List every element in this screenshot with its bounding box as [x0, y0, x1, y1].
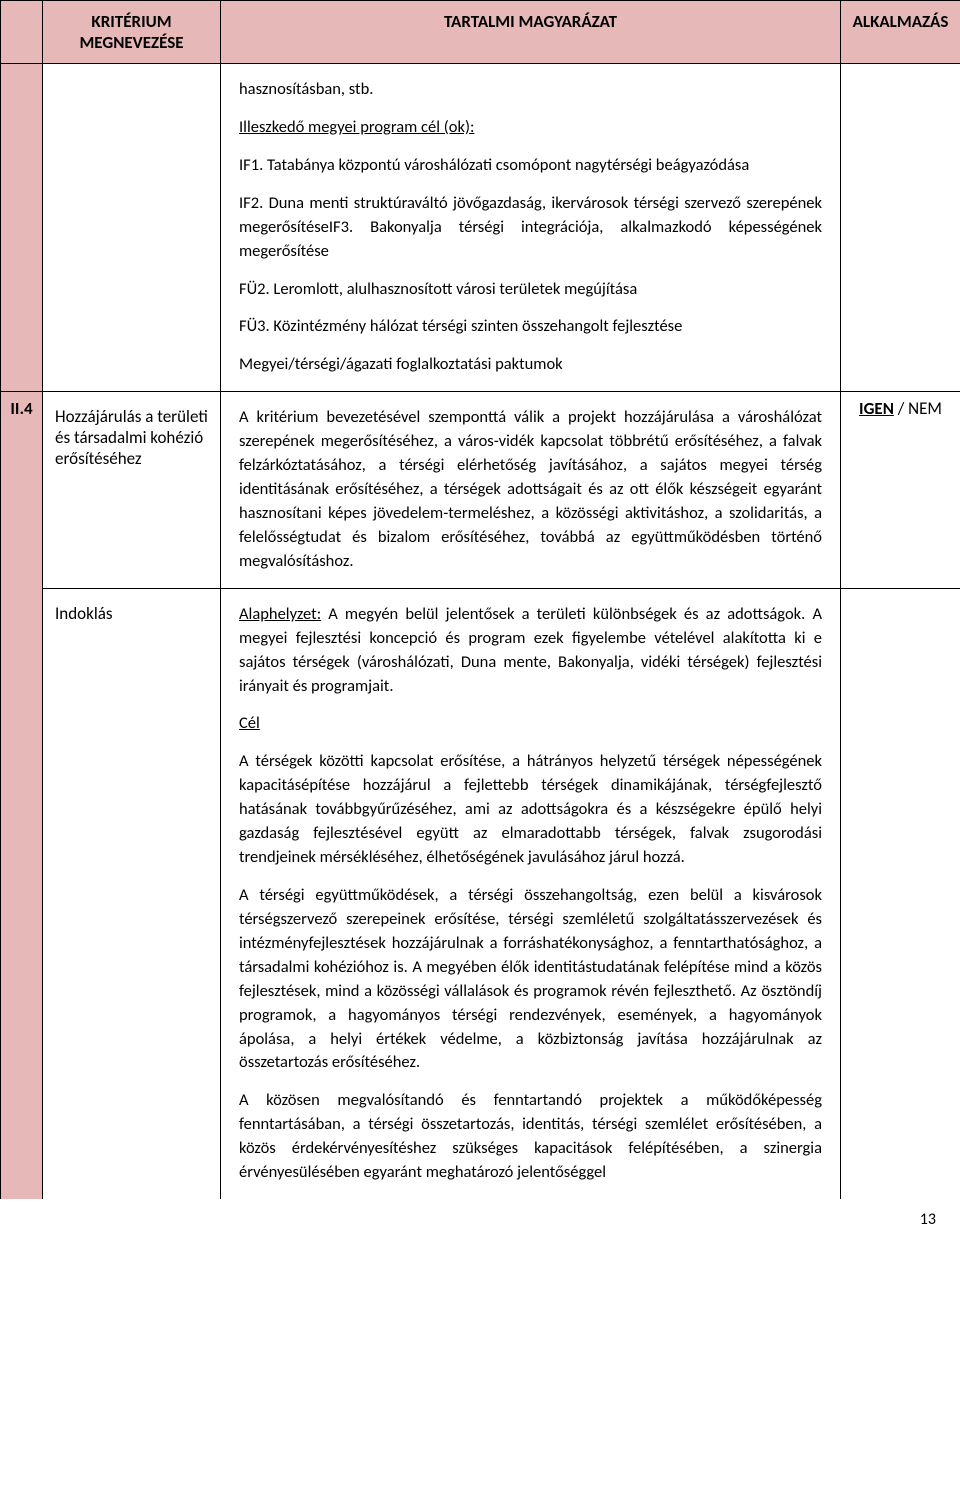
ii4-b-p1-rest: A megyén belül jelentősek a területi kül…	[239, 604, 822, 696]
ii4-apply-b	[841, 588, 960, 1199]
prev-num-cell	[1, 64, 43, 392]
ii4-b-p4: A térségi együttműködések, a térségi öss…	[239, 884, 822, 1075]
prev-p6: FÜ3. Közintézmény hálózat térségi szinte…	[239, 315, 822, 339]
ii4-content-b: Alaphelyzet: A megyén belül jelentősek a…	[221, 588, 841, 1199]
apply-igen: IGEN	[859, 398, 894, 419]
page-container: KRITÉRIUM MEGNEVEZÉSE TARTALMI MAGYARÁZA…	[0, 0, 960, 1239]
prev-p7: Megyei/térségi/ágazati foglalkoztatási p…	[239, 353, 822, 377]
prev-p3: IF1. Tatabánya központú városhálózati cs…	[239, 154, 822, 178]
ii4-content-a: A kritérium bevezetésével szemponttá vál…	[221, 392, 841, 588]
ii4-b-p1-lead: Alaphelyzet:	[239, 604, 321, 624]
table-row-prev-continuation: hasznosításban, stb. Illeszkedő megyei p…	[1, 64, 960, 392]
criteria-table: KRITÉRIUM MEGNEVEZÉSE TARTALMI MAGYARÁZA…	[0, 0, 960, 1199]
ii4-label-a: Hozzájárulás a területi és társadalmi ko…	[43, 392, 221, 588]
ii4-b-p2: Cél	[239, 712, 822, 736]
prev-p5: FÜ2. Leromlott, alulhasznosított városi …	[239, 278, 822, 302]
ii4-apply-a: IGEN / NEM	[841, 392, 960, 588]
table-row-ii4-a: II.4 Hozzájárulás a területi és társadal…	[1, 392, 960, 588]
ii4-b-p1: Alaphelyzet: A megyén belül jelentősek a…	[239, 603, 822, 699]
prev-p1: hasznosításban, stb.	[239, 78, 822, 102]
apply-sep: /	[894, 398, 908, 419]
prev-content-cell: hasznosításban, stb. Illeszkedő megyei p…	[221, 64, 841, 392]
prev-apply-cell	[841, 64, 960, 392]
prev-p2: Illeszkedő megyei program cél (ok):	[239, 116, 822, 140]
ii4-content-a-text: A kritérium bevezetésével szemponttá vál…	[239, 406, 822, 573]
apply-nem: NEM	[908, 398, 942, 419]
prev-p2-underline: Illeszkedő megyei program cél (ok):	[239, 117, 474, 137]
table-header-row: KRITÉRIUM MEGNEVEZÉSE TARTALMI MAGYARÁZA…	[1, 1, 960, 64]
prev-label-cell	[43, 64, 221, 392]
ii4-num-cell: II.4	[1, 392, 43, 1199]
ii4-b-p2-u: Cél	[239, 713, 260, 733]
header-apply: ALKALMAZÁS	[841, 1, 960, 64]
header-num-blank	[1, 1, 43, 64]
ii4-label-b: Indoklás	[43, 588, 221, 1199]
table-row-ii4-b: Indoklás Alaphelyzet: A megyén belül jel…	[1, 588, 960, 1199]
header-criteria-name: KRITÉRIUM MEGNEVEZÉSE	[43, 1, 221, 64]
ii4-b-p5: A közösen megvalósítandó és fenntartandó…	[239, 1089, 822, 1185]
ii4-b-p3: A térségek közötti kapcsolat erősítése, …	[239, 750, 822, 870]
page-number: 13	[920, 1210, 936, 1229]
prev-p4: IF2. Duna menti struktúraváltó jövőgazda…	[239, 192, 822, 264]
header-content-explanation: TARTALMI MAGYARÁZAT	[221, 1, 841, 64]
